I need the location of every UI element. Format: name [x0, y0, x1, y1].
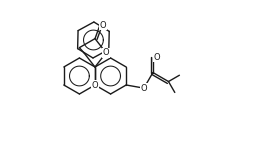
- Text: O: O: [153, 53, 160, 62]
- Text: O: O: [92, 81, 98, 89]
- Text: O: O: [141, 84, 147, 93]
- Text: O: O: [100, 21, 106, 30]
- Text: O: O: [103, 48, 109, 57]
